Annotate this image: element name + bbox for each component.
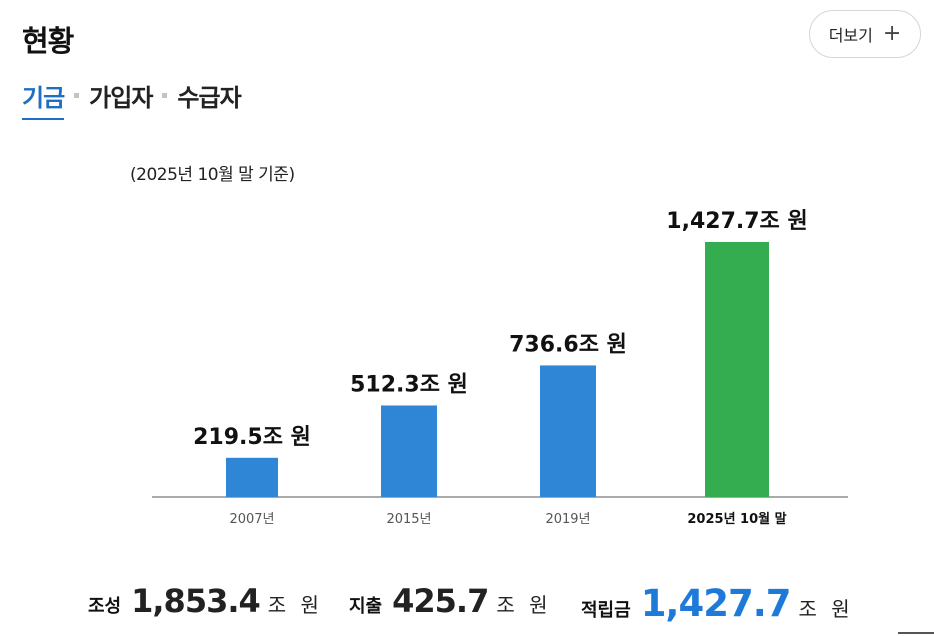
bar-value-label: 512.3조 원: [350, 372, 468, 397]
bar-3: [705, 242, 769, 497]
summary-spent-unit: 조 원: [496, 593, 552, 617]
bar-value-label: 1,427.7조 원: [666, 209, 807, 234]
page-title: 현황: [22, 24, 74, 58]
tab-beneficiaries[interactable]: 수급자: [177, 84, 241, 112]
bar-0: [226, 457, 278, 497]
x-tick-label: 2015년: [386, 512, 431, 527]
bar-1: [381, 405, 437, 497]
summary-spent: 지출 425.7 조 원: [349, 582, 552, 628]
tab-subscribers[interactable]: 가입자: [89, 84, 153, 112]
tab-separator: [74, 93, 80, 98]
summary-created-label: 조성: [88, 596, 122, 617]
x-tick-label: 2019년: [545, 512, 590, 527]
summary-created-value: 1,853.4: [131, 582, 261, 620]
x-tick-label: 2007년: [229, 512, 274, 527]
summary-reserve-value: 1,427.7: [640, 582, 792, 625]
summary-reserve-unit: 조 원: [798, 597, 854, 621]
summary-reserve-label: 적립금: [581, 600, 631, 621]
plus-icon: +: [882, 21, 902, 46]
chart-reference-date: (2025년 10월 말 기준): [130, 165, 295, 185]
more-button-label: 더보기: [828, 26, 873, 45]
x-tick-label: 2025년 10월 말: [687, 511, 786, 527]
tab-separator: [162, 93, 168, 98]
summary-reserve: 적립금 1,427.7 조 원: [581, 582, 854, 628]
bar-value-label: 219.5조 원: [193, 425, 311, 450]
summary-created-unit: 조 원: [267, 593, 323, 617]
summary-spent-label: 지출: [349, 596, 383, 617]
summary-created: 조성 1,853.4 조 원: [88, 582, 323, 628]
tab-bar: 기금 가입자 수급자: [22, 78, 242, 120]
summary-spent-value: 425.7: [392, 582, 489, 620]
tab-fund[interactable]: 기금: [22, 78, 65, 120]
bar-2: [540, 365, 596, 497]
bar-value-label: 736.6조 원: [509, 332, 627, 357]
divider: [898, 632, 934, 634]
fund-bar-chart: 219.5조 원 2007년 512.3조 원 2015년 736.6조 원 2019년 1…: [152, 209, 848, 527]
more-button[interactable]: 더보기 +: [809, 10, 921, 58]
